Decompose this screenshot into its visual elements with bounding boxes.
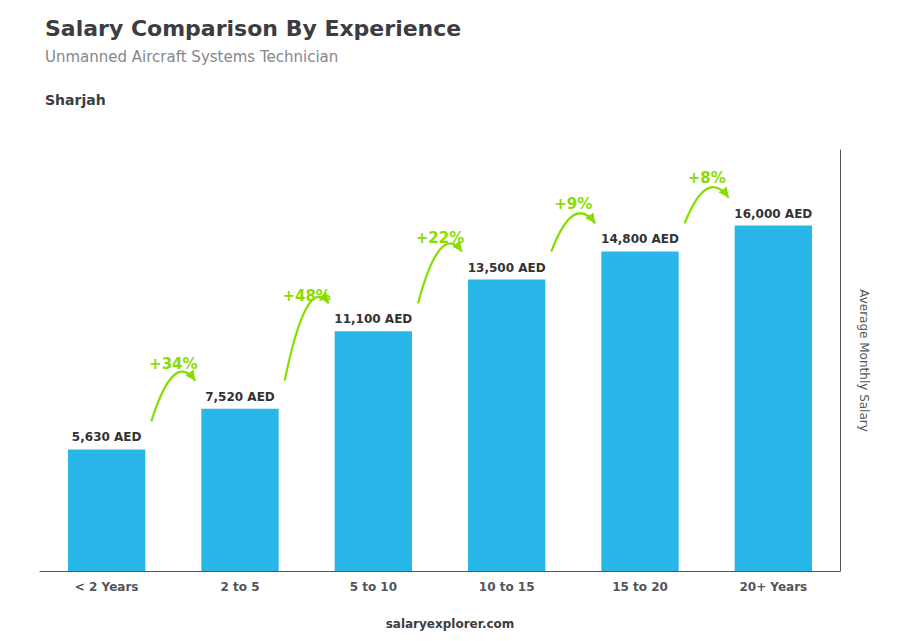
svg-text:+8%: +8% [688,169,726,187]
svg-text:7,520 AED: 7,520 AED [205,390,275,404]
svg-text:15 to 20: 15 to 20 [612,580,668,594]
svg-text:13,500 AED: 13,500 AED [468,261,546,275]
svg-text:< 2 Years: < 2 Years [75,580,139,594]
svg-text:11,100 AED: 11,100 AED [334,312,412,326]
svg-text:5 to 10: 5 to 10 [350,580,397,594]
svg-text:salaryexplorer.com: salaryexplorer.com [386,617,515,631]
svg-text:10 to 15: 10 to 15 [479,580,535,594]
svg-text:Average Monthly Salary: Average Monthly Salary [857,289,871,432]
svg-text:5,630 AED: 5,630 AED [72,430,142,444]
svg-text:+22%: +22% [416,229,464,247]
svg-text:Salary Comparison By Experienc: Salary Comparison By Experience [45,16,461,41]
svg-text:+34%: +34% [149,355,197,373]
svg-text:20+ Years: 20+ Years [739,580,807,594]
svg-text:Unmanned Aircraft Systems Tech: Unmanned Aircraft Systems Technician [45,48,338,66]
svg-text:16,000 AED: 16,000 AED [734,207,812,221]
svg-text:+9%: +9% [554,195,592,213]
svg-text:Sharjah: Sharjah [45,92,106,108]
svg-text:+48%: +48% [282,287,330,305]
svg-text:2 to 5: 2 to 5 [220,580,259,594]
svg-text:14,800 AED: 14,800 AED [601,232,679,246]
